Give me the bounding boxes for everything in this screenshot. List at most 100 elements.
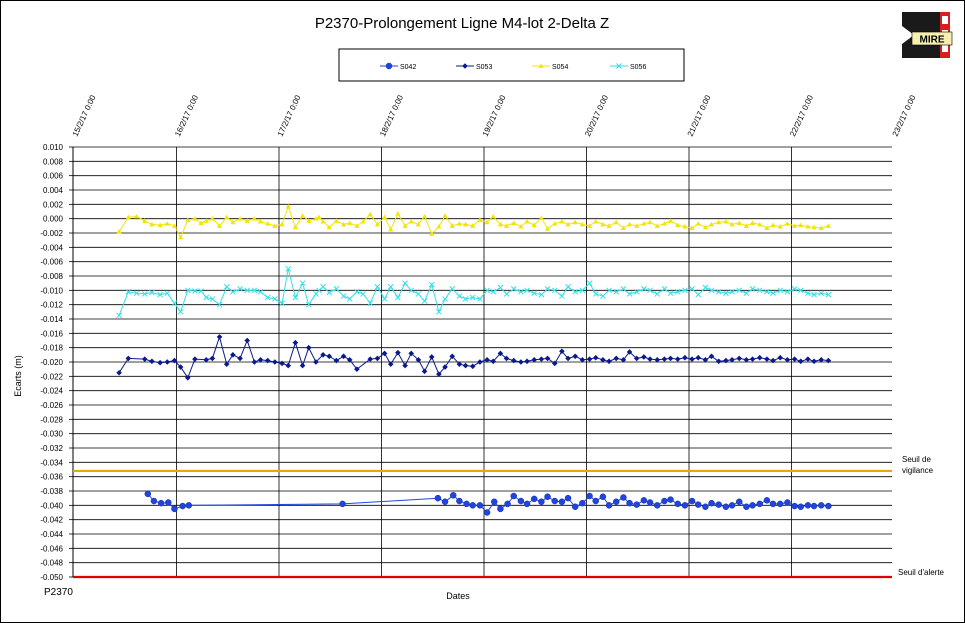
data-point-s054 bbox=[818, 225, 824, 230]
data-point-s042 bbox=[150, 497, 158, 505]
data-point-s056 bbox=[272, 296, 278, 302]
data-point-s054 bbox=[641, 221, 647, 226]
data-point-s056 bbox=[613, 288, 620, 295]
data-point-s053 bbox=[149, 358, 155, 365]
data-point-s053 bbox=[177, 364, 184, 370]
data-point-s053 bbox=[203, 357, 210, 363]
data-point-s056 bbox=[743, 290, 750, 297]
data-point-s042 bbox=[810, 502, 818, 510]
data-point-s054 bbox=[381, 214, 388, 220]
data-point-s053 bbox=[715, 358, 722, 365]
data-point-s056 bbox=[230, 288, 236, 295]
data-point-s042 bbox=[551, 497, 558, 505]
data-point-s042 bbox=[743, 503, 750, 511]
y-axis-label: Ecarts (m) bbox=[13, 355, 23, 397]
data-point-s056 bbox=[223, 283, 230, 290]
data-point-s056 bbox=[133, 290, 140, 297]
data-point-s056 bbox=[177, 308, 184, 315]
data-point-s042 bbox=[599, 493, 607, 500]
data-point-s042 bbox=[620, 494, 627, 501]
y-tick-label: -0.024 bbox=[40, 387, 63, 396]
data-point-s056 bbox=[209, 296, 216, 302]
y-tick-label: -0.010 bbox=[40, 286, 63, 295]
data-point-s053 bbox=[661, 356, 668, 362]
data-point-s042 bbox=[626, 499, 633, 507]
data-point-s054 bbox=[306, 218, 312, 223]
data-point-s053 bbox=[689, 356, 695, 362]
data-point-s053 bbox=[518, 359, 524, 365]
data-point-s053 bbox=[682, 354, 688, 361]
data-point-s054 bbox=[185, 217, 191, 223]
data-point-s056 bbox=[456, 293, 463, 299]
data-point-s053 bbox=[723, 357, 729, 364]
data-point-s056 bbox=[777, 287, 784, 294]
data-point-s056 bbox=[497, 284, 504, 291]
data-point-s054 bbox=[178, 234, 184, 240]
data-point-s056 bbox=[592, 291, 599, 297]
series-s056 bbox=[116, 265, 832, 319]
data-point-s056 bbox=[237, 286, 243, 292]
y-tick-label: -0.040 bbox=[40, 501, 63, 510]
data-point-s054 bbox=[579, 221, 585, 227]
data-point-s042 bbox=[825, 502, 832, 510]
x-tick-label: 15/2/17 0:00 bbox=[71, 93, 98, 138]
data-point-s054 bbox=[192, 216, 198, 221]
data-point-s053 bbox=[497, 350, 504, 357]
data-point-s054 bbox=[702, 224, 708, 230]
data-point-s053 bbox=[559, 348, 565, 355]
legend-item-s056: S056 bbox=[610, 63, 646, 71]
data-point-s053 bbox=[415, 357, 422, 363]
data-point-s056 bbox=[736, 287, 743, 294]
y-tick-label: 0.000 bbox=[43, 215, 64, 224]
data-point-s053 bbox=[449, 353, 456, 360]
data-point-s053 bbox=[333, 357, 340, 364]
data-point-s053 bbox=[340, 353, 347, 360]
data-point-s054 bbox=[203, 218, 209, 223]
data-point-s053 bbox=[164, 359, 171, 365]
data-point-s053 bbox=[702, 357, 709, 363]
data-point-s042 bbox=[688, 497, 696, 505]
data-point-s056 bbox=[538, 291, 545, 298]
legend-label-s054: S054 bbox=[552, 64, 568, 71]
data-point-s056 bbox=[428, 281, 435, 288]
data-point-s053 bbox=[620, 357, 627, 363]
threshold-lines: Seuil de vigilance Seuil d'alerte bbox=[73, 455, 945, 579]
data-point-s056 bbox=[171, 300, 178, 307]
data-point-s054 bbox=[675, 222, 681, 228]
data-point-s054 bbox=[164, 221, 170, 226]
data-point-s054 bbox=[811, 224, 817, 230]
data-point-s054 bbox=[198, 220, 204, 225]
data-point-s042 bbox=[640, 497, 648, 504]
legend-marker-s053 bbox=[462, 63, 468, 69]
data-point-s042 bbox=[530, 495, 538, 503]
x-axis-label: Dates bbox=[446, 591, 470, 601]
data-point-s053 bbox=[216, 334, 223, 340]
data-point-s054 bbox=[436, 223, 442, 229]
data-point-s053 bbox=[756, 354, 763, 361]
y-tick-label: -0.048 bbox=[40, 559, 63, 568]
data-point-s056 bbox=[415, 291, 422, 297]
data-point-s042 bbox=[497, 505, 504, 513]
data-point-s054 bbox=[374, 221, 380, 227]
data-point-s056 bbox=[565, 283, 571, 290]
data-point-s054 bbox=[565, 221, 571, 227]
y-tick-label: -0.036 bbox=[40, 473, 63, 482]
y-tick-label: 0.008 bbox=[43, 157, 64, 166]
data-point-s054 bbox=[743, 223, 749, 228]
data-point-s053 bbox=[237, 355, 243, 362]
x-tick-label: 20/2/17 0:00 bbox=[583, 93, 610, 138]
data-point-s053 bbox=[524, 358, 530, 365]
data-point-s053 bbox=[292, 339, 299, 346]
data-point-s053 bbox=[469, 363, 476, 370]
data-point-s056 bbox=[551, 287, 558, 294]
data-point-s054 bbox=[116, 228, 122, 234]
data-point-s056 bbox=[436, 308, 442, 315]
data-point-s042 bbox=[756, 500, 763, 508]
data-point-s054 bbox=[825, 223, 831, 228]
data-point-s053 bbox=[421, 368, 428, 375]
data-point-s054 bbox=[682, 223, 688, 229]
data-point-s053 bbox=[157, 359, 163, 366]
data-point-s054 bbox=[626, 221, 633, 227]
y-tick-label: -0.042 bbox=[40, 516, 63, 525]
legend-box bbox=[338, 48, 685, 82]
